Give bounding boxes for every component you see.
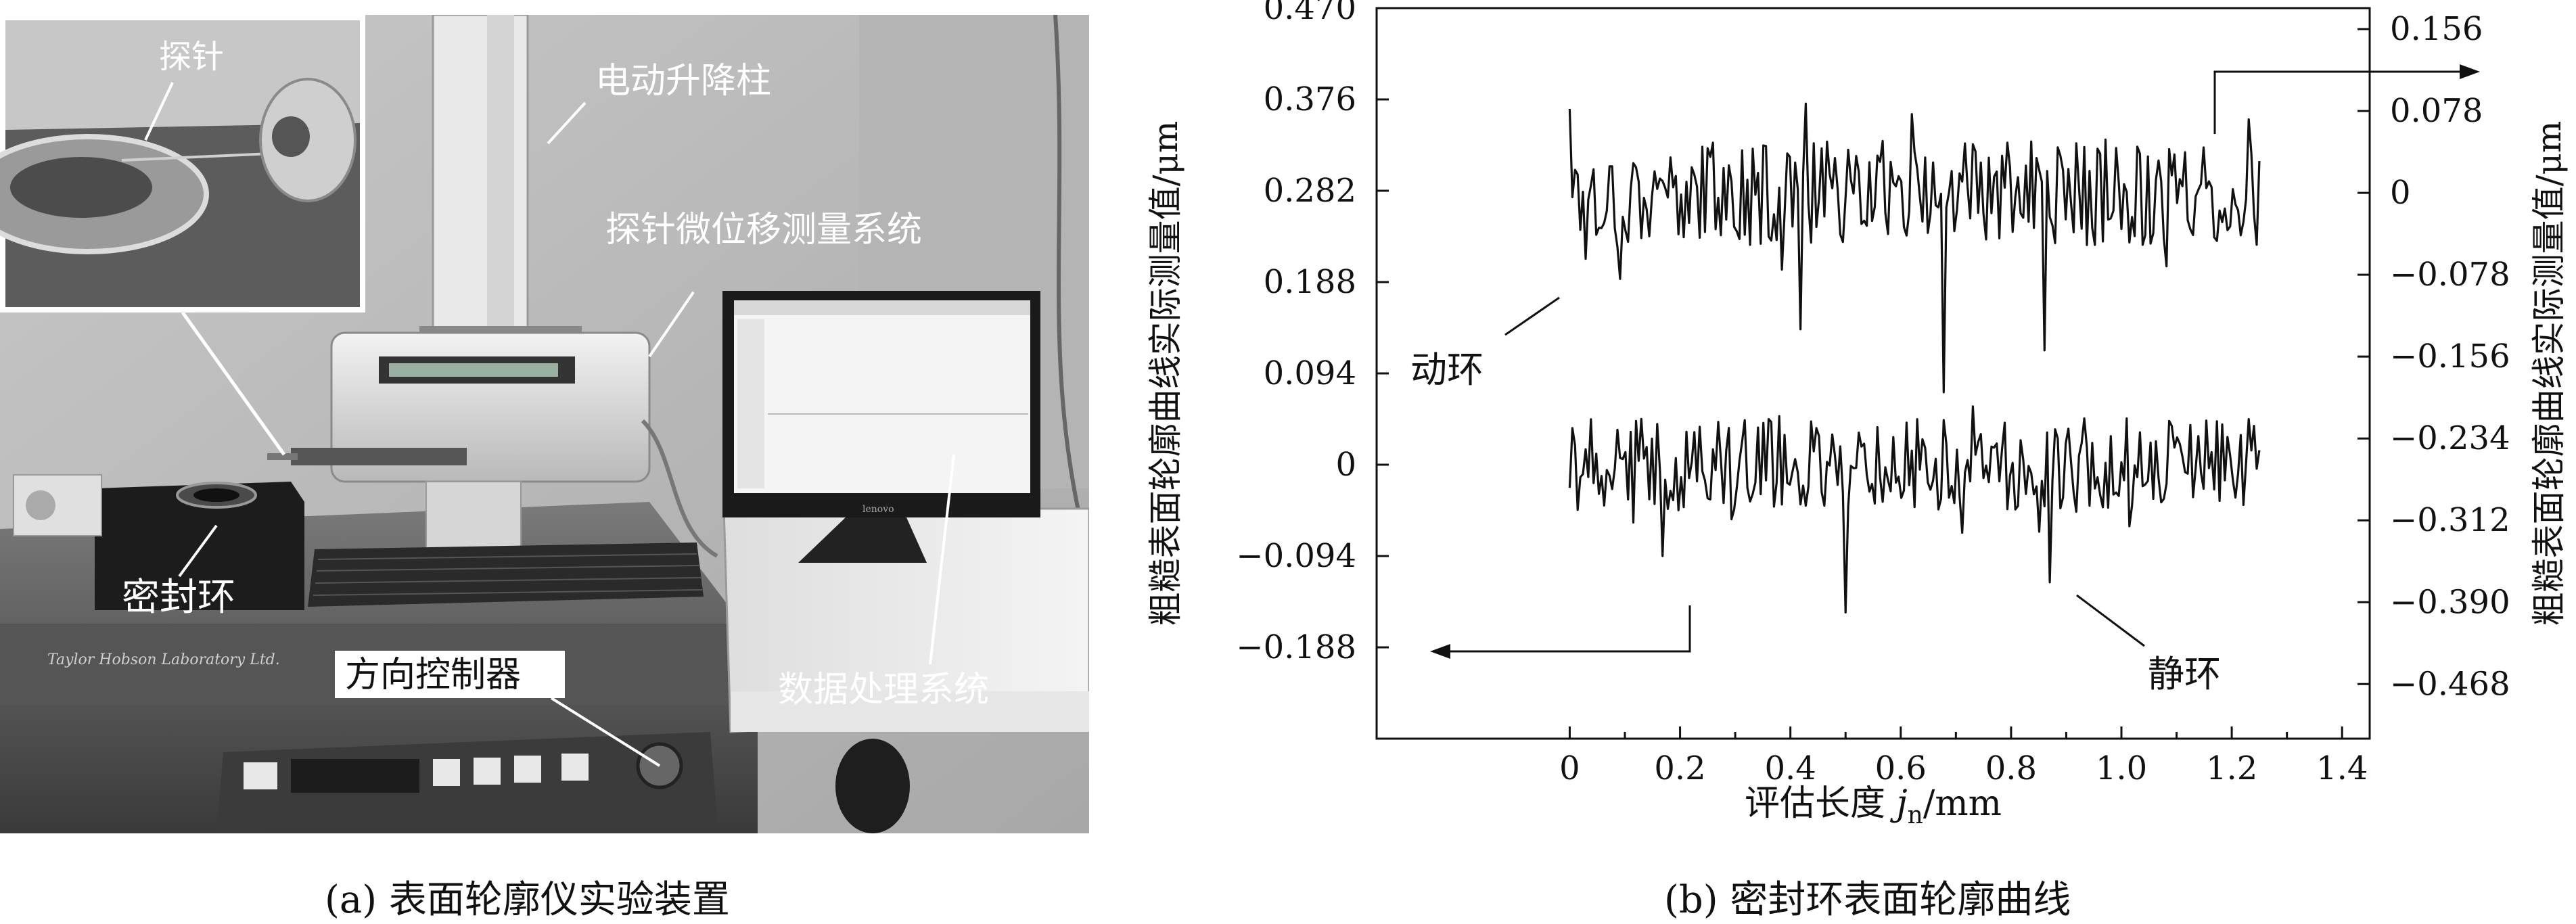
label-probe-measurement-system: 探针微位移测量系统	[605, 210, 922, 250]
control-buttons	[244, 754, 589, 789]
annotation-moving-ring-pointer	[1504, 296, 1560, 336]
y-left-tick-label: 0.282	[1264, 172, 1356, 210]
x-tick-label: 1.0	[2096, 749, 2147, 787]
control-panel	[216, 732, 717, 833]
label-data-processing-system: 数据处理系统	[778, 670, 989, 710]
y-right-tick-label: 0.156	[2390, 10, 2483, 48]
left-axis-ticks: 0.470 0.376 0.282 0.188 0.094 0 −0.094 −0.188	[1236, 0, 1389, 666]
x-tick-label: 0.6	[1875, 749, 1927, 787]
profilometer-photo-panel: Taylor Hobson Laboratory Ltd.	[0, 14, 1090, 833]
label-seal-ring: 密封环	[122, 576, 235, 620]
y-left-tick-label: −0.094	[1236, 537, 1356, 575]
series-line-static-ring	[1568, 405, 2261, 614]
y-left-tick-label: 0.188	[1264, 263, 1356, 301]
y-right-tick-label: −0.078	[2390, 256, 2510, 294]
plot-frame	[1375, 7, 2371, 740]
series-layer	[1568, 102, 2261, 614]
x-tick-label: 1.4	[2316, 749, 2368, 787]
y-right-tick-label: −0.390	[2390, 583, 2510, 621]
inset-ring-hole	[10, 157, 152, 218]
column-rail	[487, 15, 514, 367]
series-line-moving-ring	[1568, 102, 2261, 394]
keyboard	[308, 542, 704, 607]
annotation-moving-ring: 动环	[1410, 348, 1484, 391]
annotation-static-ring-pointer	[2076, 594, 2145, 647]
callout-lines	[144, 82, 955, 767]
probe-arm	[291, 448, 467, 465]
cabinet-front	[731, 691, 1089, 732]
arrow-left-axis	[1430, 605, 1691, 659]
y-left-tick-label: −0.188	[1236, 628, 1356, 666]
head-cable	[641, 419, 718, 558]
monitor-stand	[798, 517, 927, 563]
y-right-tick-label: −0.156	[2390, 338, 2510, 375]
y-axis-right-label: 粗糙表面轮廓曲线实际测量值/μm	[2529, 121, 2569, 626]
monitor-screen	[734, 300, 1030, 493]
profile-chart: 0.470 0.376 0.282 0.188 0.094 0 −0.094 −0.188 0…	[1146, 0, 2569, 829]
right-axis-ticks: 0.156 0.078 0 −0.078 −0.156 −0.234 −0.312 −0.39…	[2358, 10, 2510, 703]
sample-block	[95, 482, 304, 610]
label-direction-controller: 方向控制器	[345, 655, 521, 695]
x-axis-label: 评估长度 jn/mm	[1745, 783, 2002, 829]
inset-connector-line	[181, 311, 286, 456]
base-brand-text: Taylor Hobson Laboratory Ltd.	[47, 651, 280, 668]
y-right-tick-label: 0.078	[2390, 92, 2483, 130]
caption-b: (b) 密封环表面轮廓曲线	[1664, 878, 2071, 922]
seal-ring-hole	[193, 488, 239, 502]
x-tick-label: 0.8	[1985, 749, 2037, 787]
arrow-right-axis	[2213, 64, 2480, 134]
x-axis-label-subscript: n	[1908, 802, 1923, 829]
profile-chart-panel: 0.470 0.376 0.282 0.188 0.094 0 −0.094 −0.188 0…	[1109, 0, 2576, 852]
y-right-tick-label: 0	[2390, 174, 2411, 212]
head-display-screen	[389, 363, 558, 377]
y-left-tick-label: 0.470	[1264, 0, 1356, 27]
wall-cable	[1053, 14, 1084, 530]
monitor-sidebar	[737, 319, 764, 488]
caption-a: (a) 表面轮廓仪实验装置	[325, 878, 730, 922]
x-tick-label: 0	[1559, 749, 1580, 787]
y-axis-left-label: 粗糙表面轮廓曲线实际测量值/μm	[1146, 121, 1185, 626]
x-tick-label: 1.2	[2206, 749, 2257, 787]
x-axis-label-main: 评估长度	[1745, 783, 1897, 824]
y-left-tick-label: 0.376	[1264, 80, 1356, 118]
label-lift-column: 电动升降柱	[595, 61, 771, 101]
y-right-tick-label: −0.234	[2390, 419, 2510, 457]
direction-controller-label-box	[335, 651, 565, 698]
monitor-menubar	[734, 300, 1030, 315]
x-axis-label-unit: /mm	[1923, 783, 2002, 824]
computer-mouse	[835, 739, 910, 833]
probe-tip	[267, 453, 298, 460]
annotation-static-ring: 静环	[2148, 653, 2221, 695]
keyboard-keys	[313, 553, 703, 596]
inset-probe-face	[272, 116, 310, 157]
probe-inset	[0, 15, 365, 313]
control-display	[291, 759, 419, 793]
label-probe: 探针	[159, 38, 224, 76]
profilometer-photo: Taylor Hobson Laboratory Ltd.	[0, 14, 1090, 833]
x-tick-label: 0.4	[1764, 749, 1816, 787]
inset-probe-needle	[121, 152, 271, 162]
x-tick-label: 0.2	[1654, 749, 1705, 787]
y-left-tick-label: 0	[1335, 446, 1356, 484]
y-right-tick-label: −0.468	[2390, 665, 2510, 703]
side-device-knob	[26, 490, 55, 520]
monitor-brand-text: lenovo	[862, 504, 894, 515]
y-right-tick-label: −0.312	[2390, 501, 2510, 539]
y-left-tick-label: 0.094	[1264, 354, 1356, 392]
x-axis-ticks: 0 0.2 0.4 0.6 0.8 1.0 1.2 1.4	[1559, 726, 2368, 787]
